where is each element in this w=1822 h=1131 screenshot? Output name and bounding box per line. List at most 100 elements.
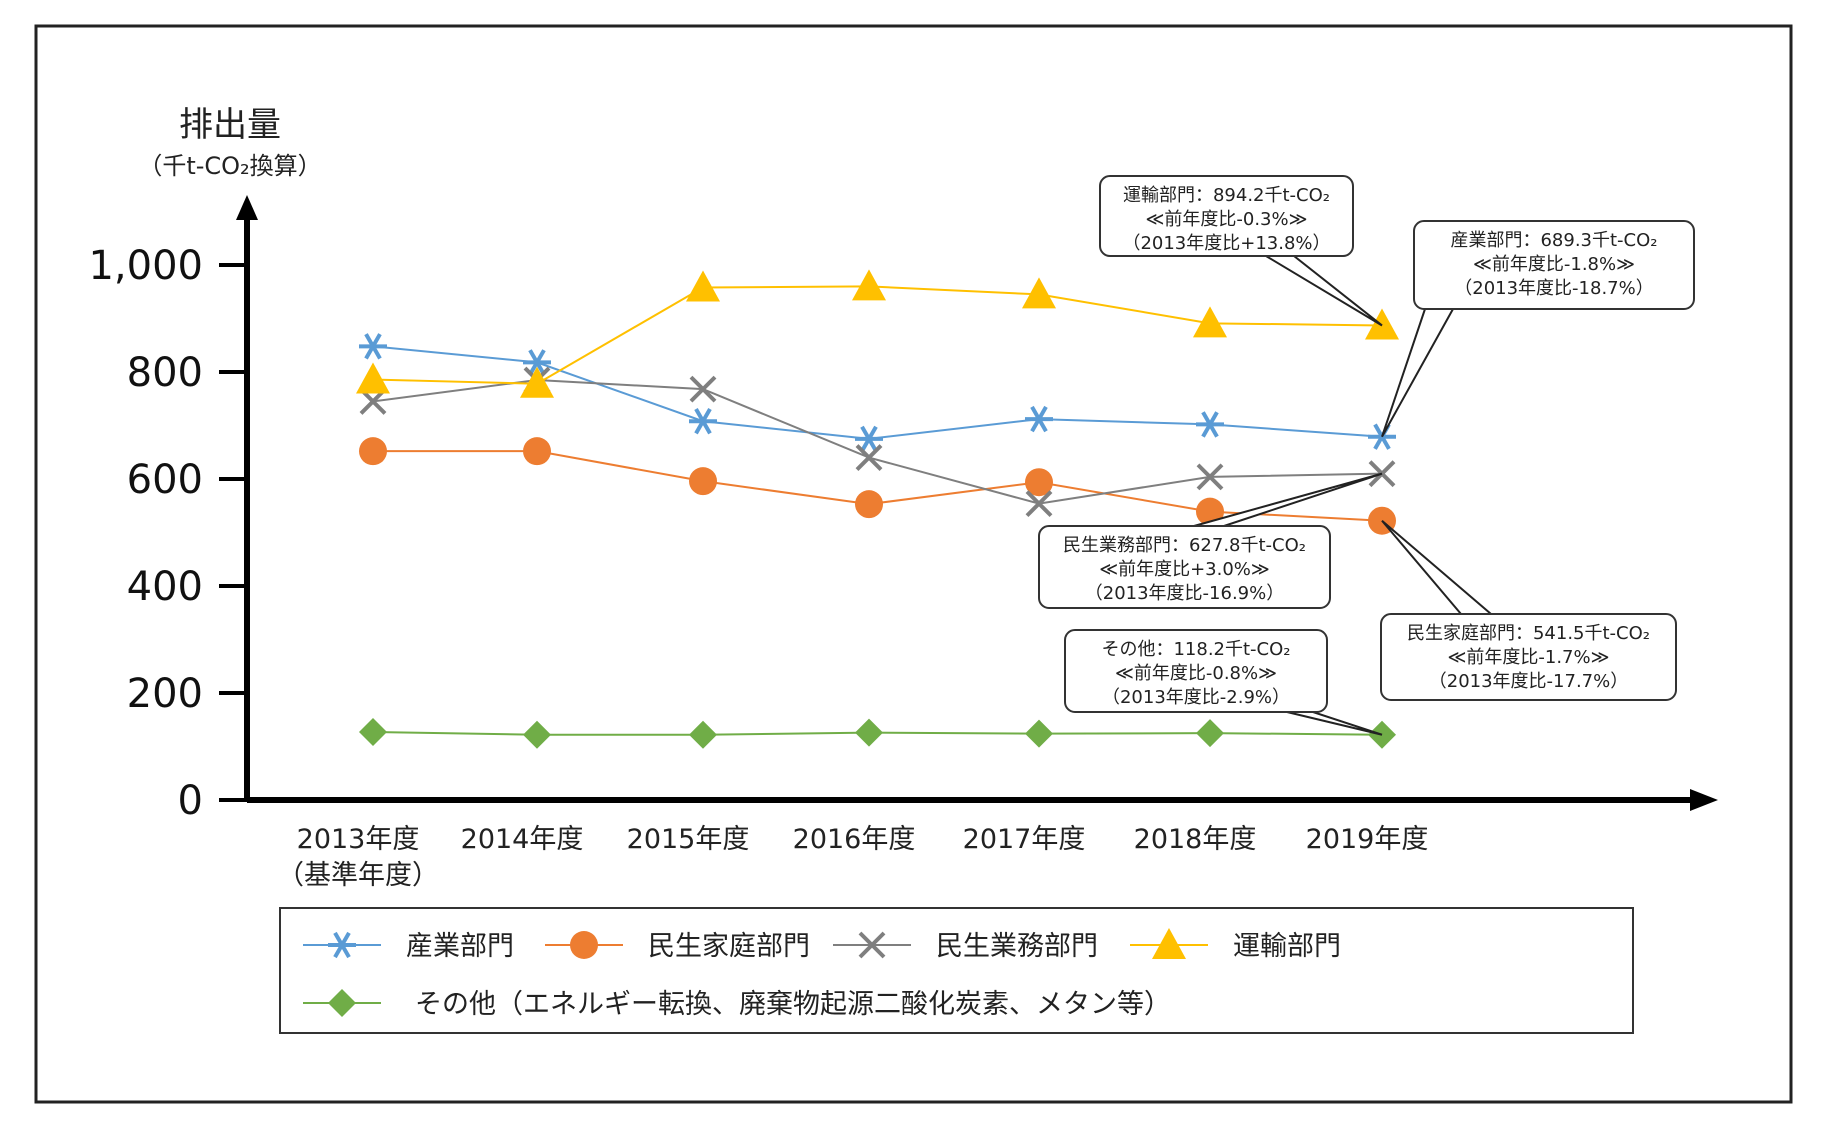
legend-box [279, 907, 1634, 1034]
data-point-transport [356, 362, 390, 394]
data-point-transport [1022, 277, 1056, 309]
callout-box [1064, 629, 1328, 713]
legend-marker-industry [328, 931, 356, 959]
data-point-industry [359, 333, 387, 360]
y-tick-label: 800 [127, 350, 203, 396]
callout-pointer [1381, 519, 1494, 615]
callout-commercial: 民生業務部門：627.8千t-CO₂ ≪前年度比+3.0%≫ （2013年度比-16… [1038, 472, 1383, 609]
y-tick-label: 1,000 [88, 243, 203, 289]
data-point-transport [1193, 306, 1227, 338]
y-tick-label: 400 [127, 564, 203, 610]
data-point-transport [686, 270, 720, 302]
data-point-other [523, 720, 551, 749]
data-point-other [1196, 719, 1224, 748]
callout-text-line: 運輸部門：894.2千t-CO₂ [1123, 185, 1330, 206]
callout-text-line: （2013年度比-16.9%） [1085, 583, 1285, 604]
callout-text-line: （2013年度比-18.7%） [1454, 278, 1654, 299]
legend-marker-residential [570, 931, 598, 959]
data-point-residential [689, 467, 717, 496]
callout-text-line: ≪前年度比-1.7%≫ [1448, 647, 1610, 668]
data-point-residential [855, 490, 883, 519]
data-point-other [1025, 719, 1053, 748]
y-tick-label: 200 [127, 671, 203, 717]
legend-item-transport: 運輸部門 [1130, 928, 1341, 962]
data-point-residential [1025, 468, 1053, 497]
callout-box [1038, 525, 1331, 609]
series-group [356, 269, 1399, 749]
callouts: 運輸部門：894.2千t-CO₂ ≪前年度比-0.3%≫ （2013年度比+13.8… [1038, 175, 1695, 736]
legend-item-industry: 産業部門 [303, 931, 514, 962]
x-axis-arrow [1690, 789, 1718, 811]
legend-marker-transport [1152, 928, 1186, 959]
legend-label: その他（エネルギー転換、廃棄物起源二酸化炭素、メタン等） [415, 989, 1171, 1020]
x-tick-label: 2017年度 [963, 824, 1086, 855]
data-point-commercial [855, 444, 883, 472]
callout-box [1099, 175, 1354, 257]
legend-label: 産業部門 [406, 931, 514, 962]
callout-text-line: ≪前年度比-1.8%≫ [1473, 254, 1635, 275]
callout-text-line: 産業部門：689.3千t-CO₂ [1450, 230, 1657, 251]
axes [236, 195, 1718, 811]
data-point-industry [855, 425, 883, 453]
data-point-industry [689, 408, 717, 435]
callout-pointer [1286, 711, 1383, 736]
outer-frame [34, 24, 1793, 1104]
data-point-transport [520, 366, 554, 398]
x-tick-label: 2019年度 [1306, 824, 1429, 855]
legend-marker-other [328, 989, 356, 1017]
y-tick-label: 0 [178, 778, 203, 824]
callout-text-line: ≪前年度比+3.0%≫ [1099, 559, 1270, 580]
legend-item-commercial: 民生業務部門 [833, 931, 1098, 962]
data-point-residential [523, 437, 551, 466]
legend-label: 民生家庭部門 [648, 931, 810, 962]
callout-text-line: ≪前年度比-0.3%≫ [1146, 209, 1308, 230]
callout-pointer [1193, 472, 1383, 527]
data-point-other [855, 718, 883, 747]
x-tick-label: 2014年度 [461, 824, 584, 855]
legend-item-other: その他（エネルギー転換、廃棄物起源二酸化炭素、メタン等） [303, 989, 1171, 1020]
callout-text-line: ≪前年度比-0.8%≫ [1115, 663, 1277, 684]
callout-transport: 運輸部門：894.2千t-CO₂ ≪前年度比-0.3%≫ （2013年度比+13.8… [1099, 175, 1383, 327]
x-tick-label: 2013年度 [297, 824, 420, 855]
data-point-industry [1196, 411, 1224, 438]
x-ticks: 2013年度 （基準年度） 2014年度 2015年度 2016年度 2017年度 2018… [277, 824, 1428, 891]
x-tick-label: 2016年度 [793, 824, 916, 855]
data-point-commercial [1025, 490, 1053, 518]
legend-label: 民生業務部門 [936, 931, 1098, 962]
y-axis-unit: （千t-CO₂換算） [138, 152, 321, 180]
y-axis-label: 排出量 [179, 105, 281, 145]
callout-industry: 産業部門：689.3千t-CO₂ ≪前年度比-1.8%≫ （2013年度比-18.7… [1381, 220, 1695, 438]
x-tick-sublabel: （基準年度） [277, 860, 439, 891]
data-point-other [359, 718, 387, 747]
data-point-residential [359, 437, 387, 466]
callout-text-line: （2013年度比-17.7%） [1429, 671, 1629, 692]
callout-text-line: （2013年度比+13.8%） [1122, 233, 1330, 254]
data-point-transport [1365, 308, 1399, 340]
callout-residential: 民生家庭部門：541.5千t-CO₂ ≪前年度比-1.7%≫ （2013年度比-17… [1380, 519, 1677, 701]
callout-other: その他：118.2千t-CO₂ ≪前年度比-0.8%≫ （2013年度比-2.9%） [1064, 629, 1383, 736]
x-tick-label: 2015年度 [627, 824, 750, 855]
data-point-commercial [1196, 463, 1224, 491]
data-point-commercial [689, 375, 717, 403]
callout-box [1380, 613, 1677, 701]
x-tick-label: 2018年度 [1134, 824, 1257, 855]
data-point-other [689, 720, 717, 749]
legend-label: 運輸部門 [1233, 931, 1341, 962]
legend-marker-commercial [858, 931, 886, 959]
callout-text-line: 民生業務部門：627.8千t-CO₂ [1063, 535, 1306, 556]
callout-text-line: （2013年度比-2.9%） [1102, 687, 1290, 708]
data-point-transport [852, 269, 886, 301]
legend-item-residential: 民生家庭部門 [545, 931, 810, 962]
series-line-commercial [372, 379, 1383, 505]
y-ticks: 0 200 400 600 800 1,000 [88, 243, 247, 824]
callout-text-line: 民生家庭部門：541.5千t-CO₂ [1407, 623, 1650, 644]
callout-box [1413, 220, 1695, 310]
y-axis-arrow [236, 195, 258, 220]
data-point-industry [523, 349, 551, 376]
callout-pointer [1262, 255, 1383, 327]
data-point-industry [1025, 405, 1053, 433]
callout-text-line: その他：118.2千t-CO₂ [1101, 639, 1290, 660]
legend: 産業部門 民生家庭部門 民生業務部門 運輸部門その他（エネルギー転換、廃棄物起源二酸化… [279, 907, 1634, 1034]
y-tick-label: 600 [127, 457, 203, 503]
